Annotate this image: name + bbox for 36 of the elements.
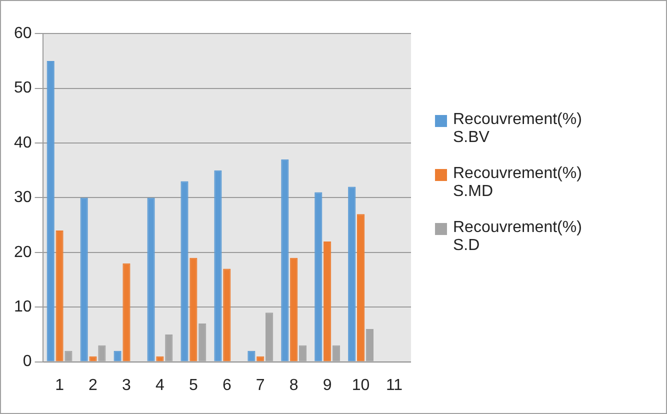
x-tick-label: 5	[188, 376, 198, 394]
bar	[180, 181, 188, 362]
y-tick-label: 30	[14, 189, 32, 206]
x-tick-label: 3	[122, 376, 132, 394]
y-tick-label: 40	[14, 134, 32, 152]
x-tick-label: 4	[156, 376, 164, 394]
x-tick-label: 2	[88, 376, 98, 394]
bar	[147, 198, 155, 362]
x-tick-label: 10	[352, 376, 370, 394]
bar	[356, 214, 365, 362]
bar	[281, 159, 289, 362]
x-tick-label: 8	[289, 376, 298, 394]
bar	[348, 186, 356, 362]
bar	[223, 268, 231, 362]
y-tick-label: 10	[14, 298, 32, 316]
y-tick-label: 20	[14, 244, 32, 261]
bar	[324, 241, 332, 362]
x-tick-label: 1	[55, 376, 64, 394]
y-tick-label: 0	[22, 353, 32, 370]
bar	[190, 258, 198, 362]
bar	[56, 230, 64, 362]
legend-label: Recouvrement(%) S.MD	[453, 165, 583, 201]
x-tick-label: 6	[222, 376, 232, 394]
bar	[314, 192, 322, 362]
bar	[122, 263, 130, 362]
legend-label: Recouvrement(%) S.BV	[453, 111, 583, 147]
bar	[214, 170, 222, 362]
y-tick-label: 50	[14, 80, 32, 97]
x-tick-label: 7	[256, 376, 265, 394]
y-tick-label: 60	[14, 25, 32, 42]
bar	[46, 60, 54, 362]
x-tick-label: 11	[386, 376, 403, 394]
x-tick-label: 9	[322, 376, 332, 394]
bar	[290, 258, 298, 362]
legend-label: Recouvrement(%) S.D	[453, 219, 583, 255]
bar	[80, 198, 88, 362]
